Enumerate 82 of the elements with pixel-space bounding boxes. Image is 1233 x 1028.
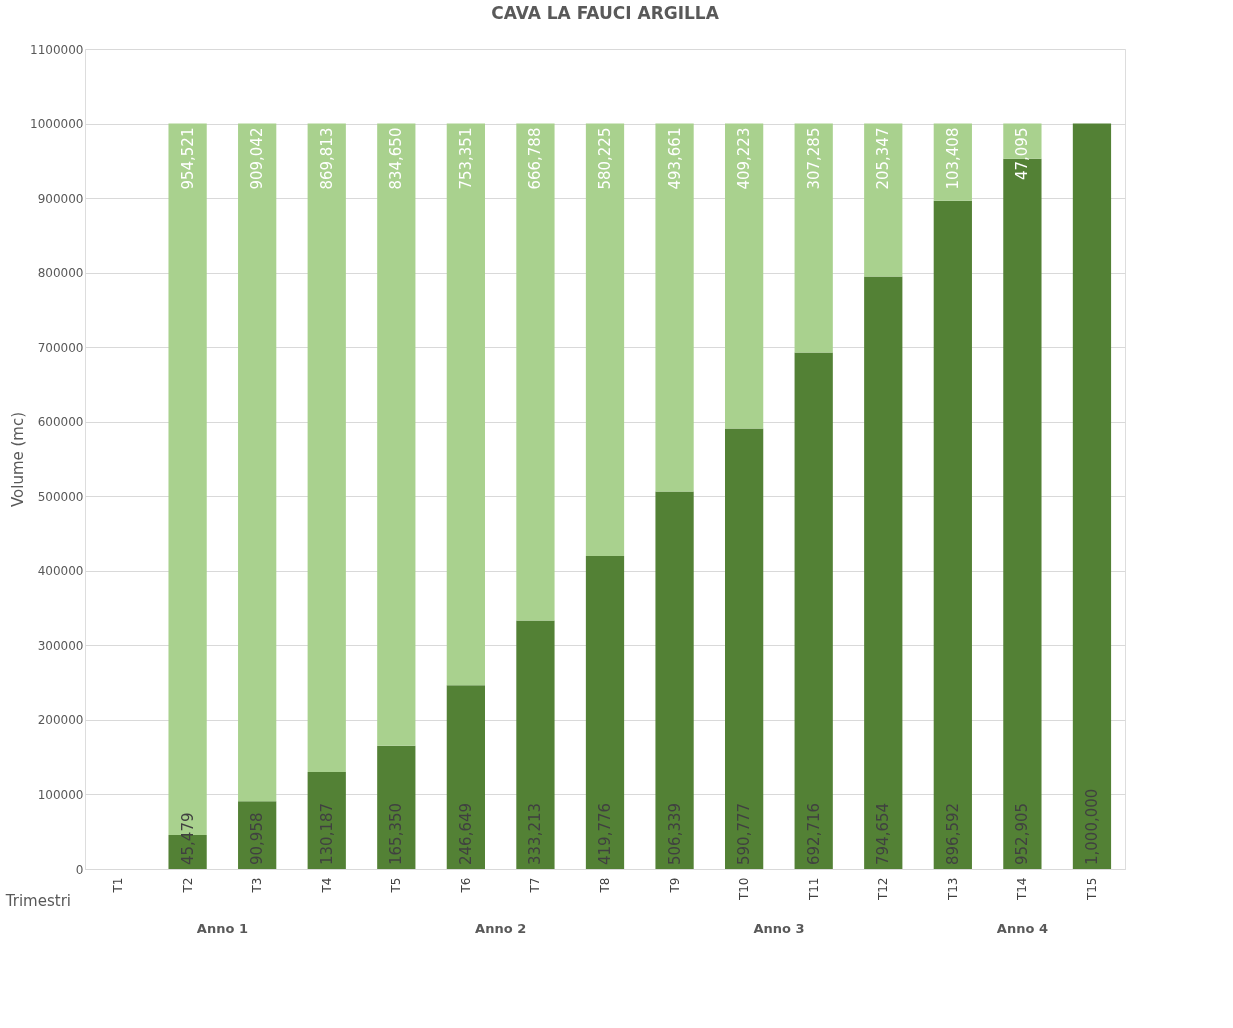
bar [307,771,346,869]
bar [655,123,694,492]
x-tick-label: T13 [945,877,960,902]
data-label: 409,223 [735,127,754,190]
bar [377,123,416,746]
data-label: 954,521 [178,127,197,190]
x-tick-label: T6 [458,877,473,894]
x-tick-label: T5 [389,877,404,894]
bar [864,123,903,277]
x-tick-label: T10 [737,877,752,902]
data-label: 869,813 [317,127,336,190]
data-label: 103,408 [943,127,962,190]
y-tick-label: 400000 [37,564,84,579]
data-label: 45,479 [178,812,197,865]
bar [725,123,764,429]
bar [377,745,416,869]
text: Anno 4 [996,921,1048,936]
bar [516,123,555,621]
text: Anno 2 [475,921,527,936]
bar [446,123,485,686]
data-label: 692,716 [804,802,823,865]
y-tick-label: 1100000 [30,42,84,57]
x-tick-label: T1 [111,877,126,894]
bar [307,123,346,772]
y-tick-label: 700000 [37,340,84,355]
data-label: 794,654 [874,802,893,865]
bar [794,123,833,353]
x-tick-label: T4 [319,877,334,894]
bar [794,352,833,869]
data-label: 90,958 [248,812,267,865]
x-tick-label: T7 [528,877,543,894]
text: Anno 1 [196,921,248,936]
data-label: 493,661 [665,127,684,190]
x-tick-label: T15 [1084,877,1099,902]
data-label: 47,095 [1013,127,1032,181]
bar [725,428,764,869]
bar [1072,123,1112,869]
bar [516,620,555,869]
y-tick-label: 200000 [37,713,84,728]
chart-title: CAVA LA FAUCI ARGILLA [491,3,720,23]
x-tick-label: T14 [1015,877,1030,902]
x-tick-label: T9 [667,877,682,894]
x-tick-label: T8 [598,877,612,894]
text: Anno 3 [753,921,805,936]
data-label: 909,042 [248,127,267,190]
data-label: 834,650 [387,127,406,190]
y-tick-label: 1000000 [30,117,84,132]
data-label: 952,905 [1013,802,1032,865]
data-label: 419,776 [596,802,614,865]
data-label: 753,351 [456,127,475,190]
data-label: 307,285 [804,127,823,190]
bar [585,123,625,557]
data-label: 246,649 [456,802,475,865]
data-label: 590,777 [735,802,754,865]
x-axis-title: Trimestri [4,892,71,910]
y-tick-label: 300000 [37,638,84,653]
bar [933,200,972,869]
data-label: 205,347 [874,127,893,190]
data-label: 580,225 [596,127,614,190]
bar [655,491,694,869]
data-label: 333,213 [526,802,545,865]
x-tick-label: T2 [180,877,195,894]
x-tick-label: T11 [806,877,821,902]
data-label: 1,000,000 [1082,788,1101,865]
x-tick-label: T12 [876,877,891,902]
bar [585,556,625,869]
data-label: 506,339 [665,802,684,865]
data-label: 130,187 [317,802,336,865]
y-tick-label: 600000 [37,415,84,430]
y-tick-label: 100000 [37,787,84,802]
data-label: 896,592 [943,802,962,865]
y-tick-label: 500000 [37,489,84,504]
bar [864,276,903,869]
x-tick-label: T3 [250,877,265,894]
bar [446,685,485,869]
y-axis-title: Volume (mc) [9,411,28,508]
data-label: 666,788 [526,127,545,190]
y-tick-label: 0 [75,862,84,877]
y-tick-label: 800000 [37,266,84,281]
data-label: 165,350 [387,802,406,865]
bar [238,123,277,802]
y-tick-label: 900000 [37,191,84,206]
